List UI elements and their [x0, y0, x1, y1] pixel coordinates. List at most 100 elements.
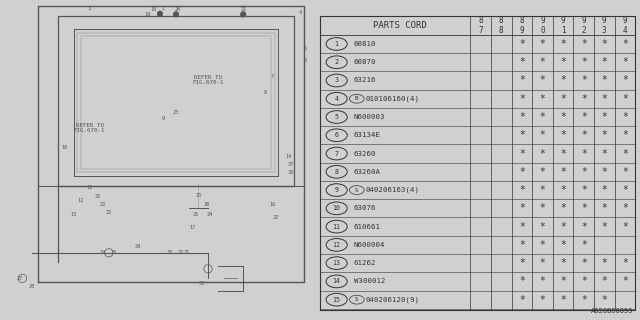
Text: *: * — [540, 130, 545, 140]
Text: 11: 11 — [333, 224, 340, 230]
Text: *: * — [560, 203, 566, 213]
Text: 2: 2 — [162, 5, 164, 11]
Text: *: * — [540, 240, 545, 250]
Text: *: * — [519, 39, 525, 49]
Text: 60810: 60810 — [354, 41, 376, 47]
Text: *: * — [580, 167, 587, 177]
Text: 3: 3 — [88, 5, 91, 11]
Text: 5: 5 — [304, 45, 307, 51]
Text: 24: 24 — [207, 212, 212, 217]
Text: *: * — [580, 112, 587, 122]
Text: *: * — [519, 276, 525, 286]
Text: 17: 17 — [189, 225, 195, 230]
Text: 13: 13 — [70, 212, 77, 217]
Text: 1: 1 — [157, 12, 160, 17]
Text: *: * — [560, 76, 566, 85]
Text: *: * — [560, 258, 566, 268]
Text: 32: 32 — [178, 250, 184, 255]
Text: 040206120(9): 040206120(9) — [366, 296, 420, 303]
Text: *: * — [560, 130, 566, 140]
Text: *: * — [519, 167, 525, 177]
Text: 26: 26 — [204, 202, 209, 207]
Text: 15: 15 — [195, 193, 202, 198]
Text: *: * — [519, 76, 525, 85]
Text: *: * — [602, 203, 607, 213]
Text: *: * — [580, 258, 587, 268]
Text: *: * — [580, 222, 587, 232]
Text: *: * — [540, 167, 545, 177]
Text: *: * — [580, 185, 587, 195]
Text: *: * — [540, 39, 545, 49]
Text: *: * — [519, 295, 525, 305]
Text: *: * — [580, 76, 587, 85]
Text: *: * — [580, 295, 587, 305]
Text: 61262: 61262 — [354, 260, 376, 266]
Text: 3: 3 — [335, 77, 339, 84]
Text: 28: 28 — [29, 284, 35, 289]
Text: *: * — [580, 148, 587, 158]
Text: *: * — [602, 148, 607, 158]
Text: 8
9: 8 9 — [520, 16, 524, 35]
Text: 6: 6 — [335, 132, 339, 138]
Text: *: * — [622, 222, 628, 232]
Text: *: * — [602, 185, 607, 195]
Text: 4: 4 — [300, 10, 302, 15]
Text: 31: 31 — [184, 250, 190, 255]
Circle shape — [157, 11, 163, 17]
Text: 8
8: 8 8 — [499, 16, 504, 35]
Text: *: * — [540, 76, 545, 85]
Text: *: * — [560, 39, 566, 49]
Text: 29: 29 — [134, 244, 141, 249]
Text: 10: 10 — [61, 145, 67, 150]
Text: 33: 33 — [166, 250, 173, 255]
Text: 010106160(4): 010106160(4) — [366, 95, 420, 102]
Text: *: * — [622, 148, 628, 158]
Text: 8: 8 — [335, 169, 339, 175]
Text: 9
0: 9 0 — [540, 16, 545, 35]
Text: REFER TO
FIG.670-1: REFER TO FIG.670-1 — [192, 75, 224, 85]
Text: 25: 25 — [192, 212, 198, 217]
Text: PARTS CORD: PARTS CORD — [373, 21, 427, 30]
Text: *: * — [622, 167, 628, 177]
Text: 610661: 610661 — [354, 224, 381, 230]
Text: *: * — [519, 203, 525, 213]
Text: 22: 22 — [99, 202, 106, 207]
Text: 5: 5 — [335, 114, 339, 120]
Text: *: * — [519, 94, 525, 104]
Text: W300012: W300012 — [354, 278, 385, 284]
Text: *: * — [602, 258, 607, 268]
Text: *: * — [560, 185, 566, 195]
Text: *: * — [602, 112, 607, 122]
Text: *: * — [622, 76, 628, 85]
Text: 8
7: 8 7 — [478, 16, 483, 35]
Text: S: S — [355, 188, 358, 193]
Text: 20: 20 — [175, 7, 180, 12]
Text: 22: 22 — [272, 215, 278, 220]
Text: 040206163(4): 040206163(4) — [366, 187, 420, 193]
Text: 9: 9 — [335, 187, 339, 193]
Text: *: * — [602, 222, 607, 232]
Text: 7: 7 — [335, 150, 339, 156]
Text: 15: 15 — [333, 297, 340, 303]
Text: *: * — [602, 57, 607, 67]
Text: A620B00059: A620B00059 — [591, 308, 634, 314]
Text: *: * — [560, 240, 566, 250]
Text: 60870: 60870 — [354, 59, 376, 65]
Text: *: * — [519, 185, 525, 195]
Text: *: * — [560, 276, 566, 286]
Text: *: * — [540, 276, 545, 286]
Text: *: * — [560, 94, 566, 104]
Text: *: * — [519, 258, 525, 268]
Text: 63076: 63076 — [354, 205, 376, 211]
Text: 11: 11 — [86, 185, 93, 190]
Text: *: * — [602, 39, 607, 49]
Text: *: * — [602, 76, 607, 85]
Text: 22: 22 — [95, 194, 100, 199]
Text: *: * — [540, 295, 545, 305]
Circle shape — [241, 12, 246, 17]
Text: *: * — [602, 130, 607, 140]
Text: *: * — [519, 57, 525, 67]
Text: *: * — [602, 276, 607, 286]
Text: *: * — [580, 130, 587, 140]
Text: *: * — [580, 57, 587, 67]
